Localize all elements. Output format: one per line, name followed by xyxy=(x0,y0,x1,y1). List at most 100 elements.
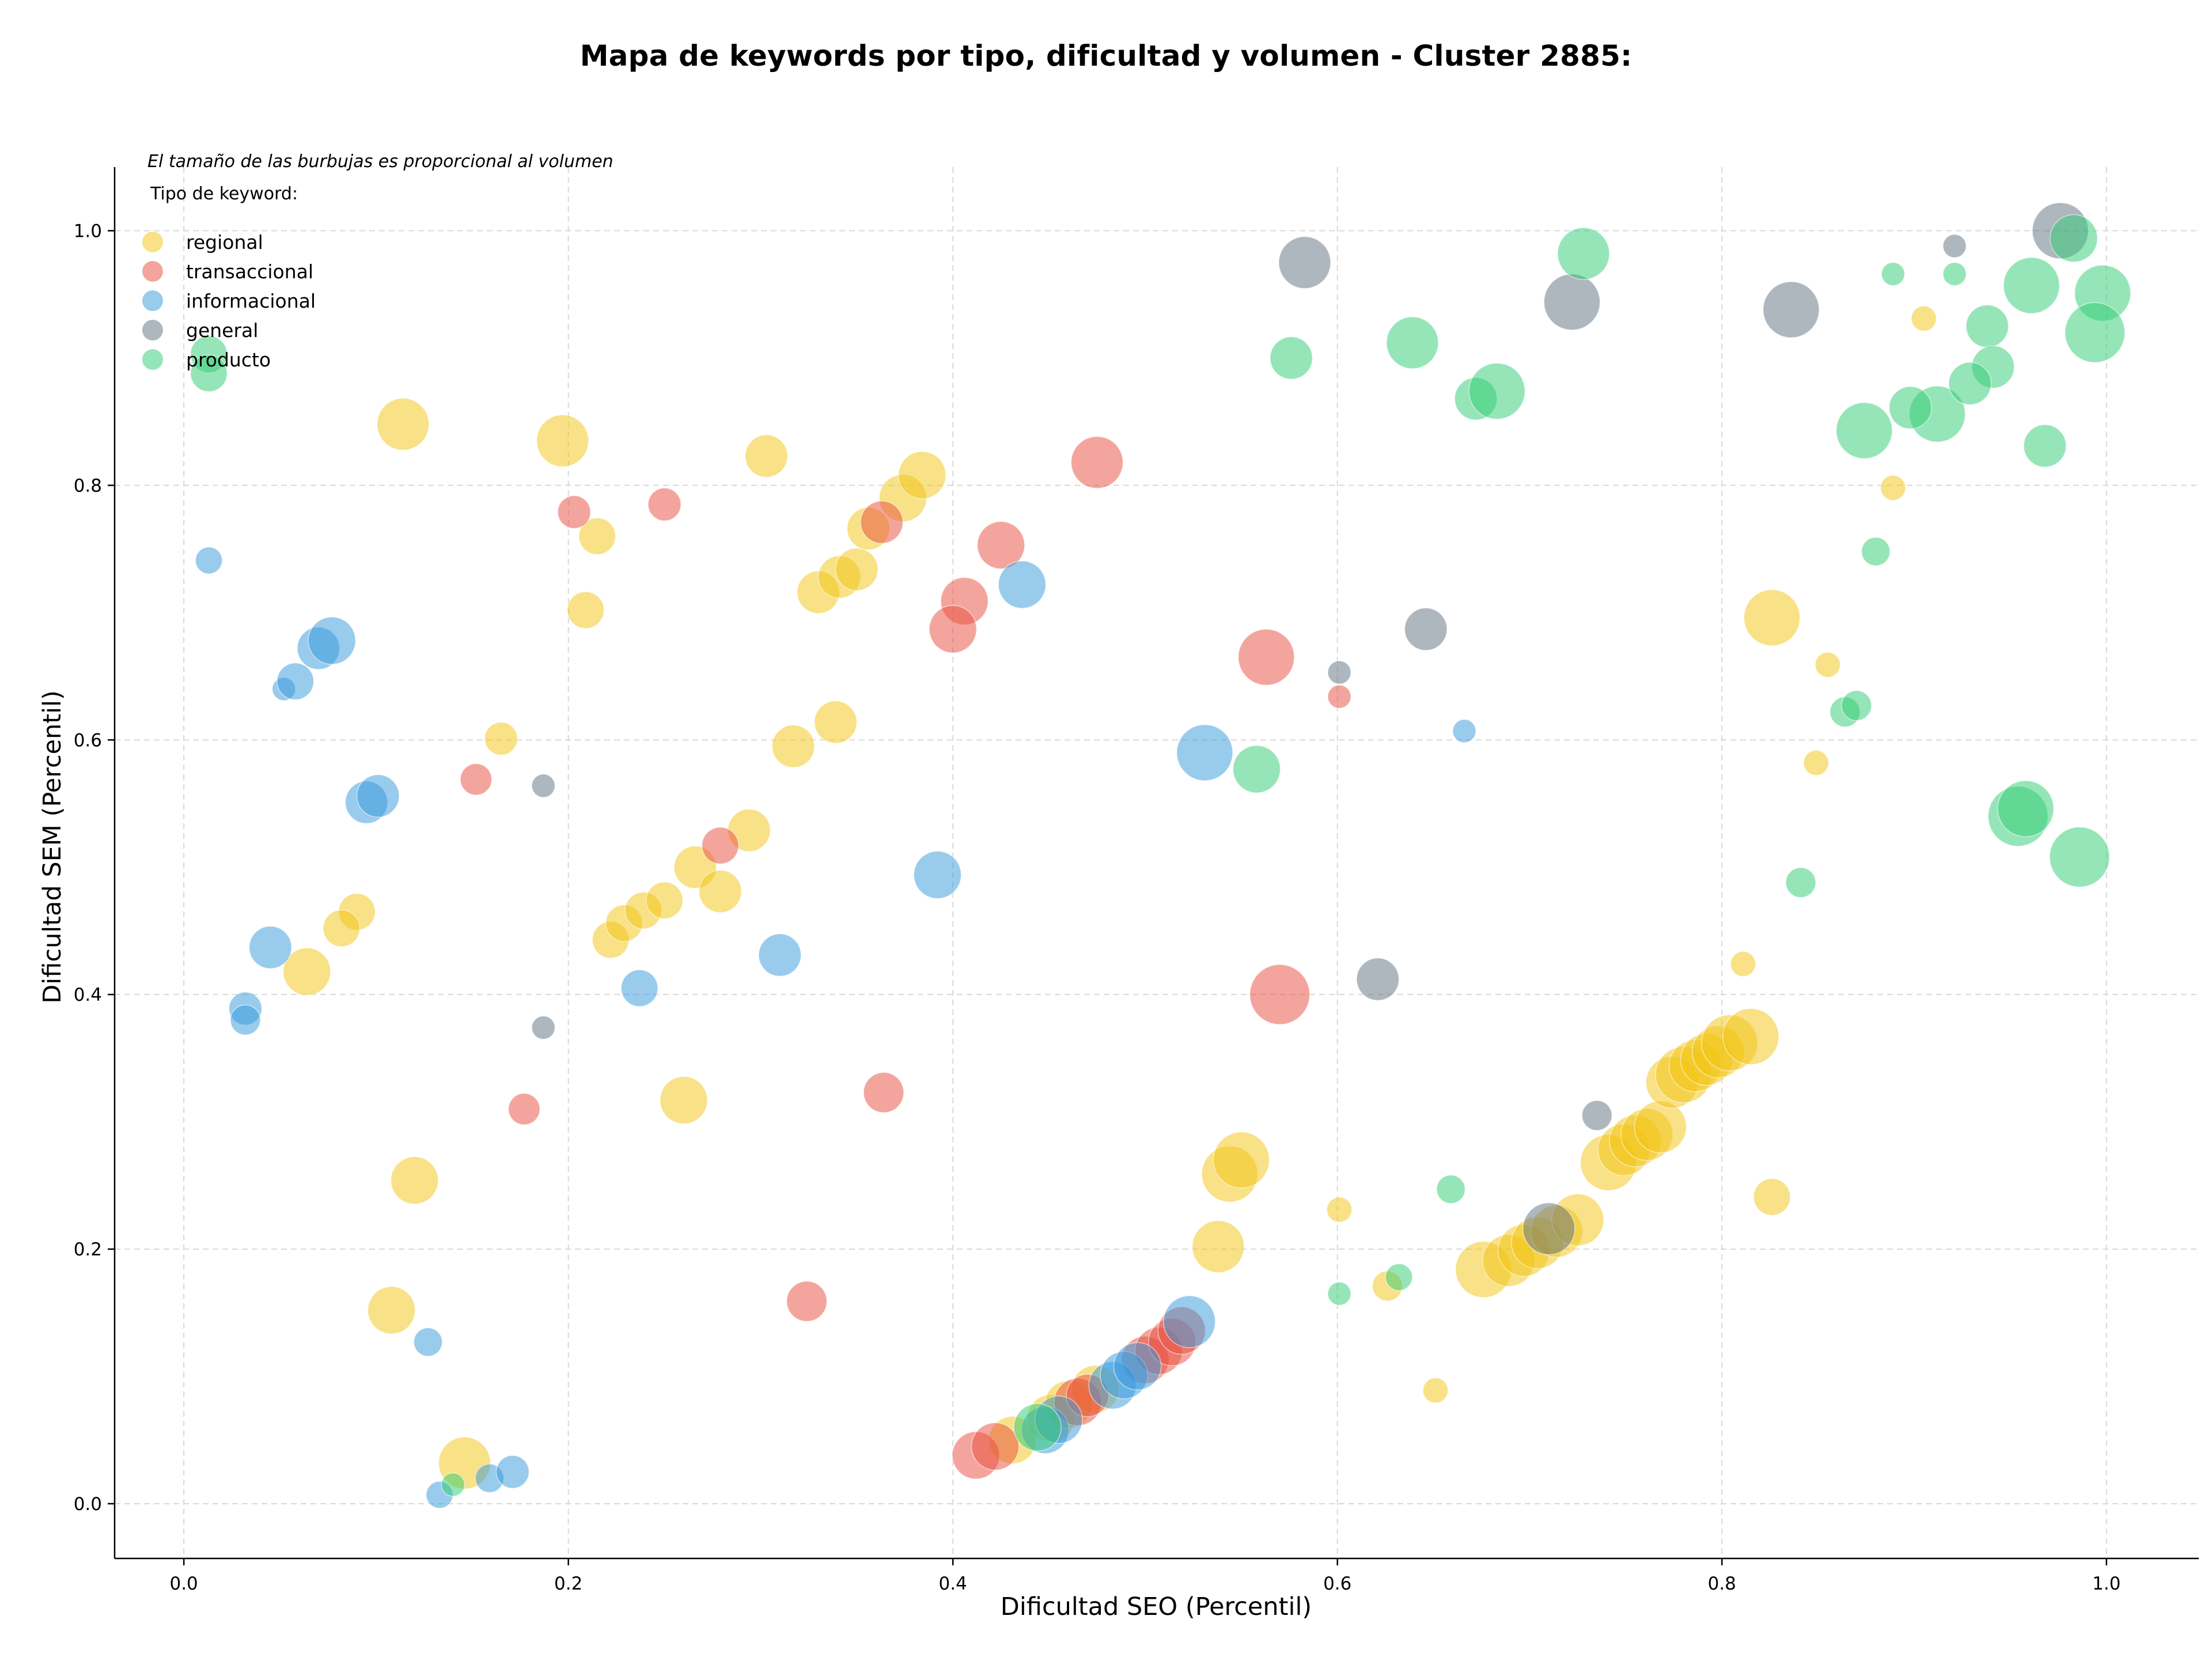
bubble-producto xyxy=(2065,302,2126,363)
y-tick-label: 0.6 xyxy=(74,730,102,751)
bubble-producto xyxy=(2050,214,2098,263)
bubble-producto xyxy=(1785,867,1816,898)
bubble-regional xyxy=(567,591,605,629)
bubble-producto xyxy=(1835,402,1893,459)
bubble-producto xyxy=(1468,362,1526,420)
bubble-informacional xyxy=(495,1455,530,1489)
bubble-transaccional xyxy=(1327,684,1351,709)
bubble-regional xyxy=(390,1156,439,1205)
bubble-producto xyxy=(1232,745,1281,793)
bubble-regional xyxy=(1880,475,1906,501)
bubble-producto xyxy=(1327,1281,1351,1306)
bubble-regional xyxy=(1911,305,1937,332)
bubble-producto xyxy=(1948,362,1992,406)
legend-label-producto: producto xyxy=(186,349,271,371)
legend-marker-informacional xyxy=(142,290,163,311)
legend-marker-transaccional xyxy=(142,261,163,282)
bubble-regional xyxy=(1422,1377,1449,1403)
axes xyxy=(113,167,2199,1560)
bubble-regional xyxy=(771,724,815,768)
bubble-producto xyxy=(2003,257,2061,314)
bubble-informacional xyxy=(356,774,400,818)
bubble-transaccional xyxy=(786,1281,828,1322)
bubbles-layer xyxy=(190,202,2131,1509)
chart-title: Mapa de keywords por tipo, dificultad y … xyxy=(579,39,1633,73)
bubble-regional xyxy=(1753,1178,1791,1216)
series-transaccional xyxy=(460,436,1351,1480)
bubble-transaccional xyxy=(557,495,591,529)
bubble-informacional xyxy=(308,616,357,665)
bubble-transaccional xyxy=(460,763,493,796)
bubble-regional xyxy=(660,1076,708,1125)
x-tick-label: 0.0 xyxy=(169,1573,198,1594)
bubble-transaccional xyxy=(976,521,1025,570)
bubble-regional xyxy=(1730,951,1756,977)
bubble-producto xyxy=(1997,780,2055,837)
bubble-regional xyxy=(1326,1197,1353,1223)
bubble-producto xyxy=(441,1472,465,1497)
bubble-regional xyxy=(1192,1220,1245,1273)
bubble-informacional xyxy=(248,925,292,969)
bubble-transaccional xyxy=(971,1422,1020,1471)
bubble-regional xyxy=(578,517,616,555)
bubble-general xyxy=(1356,958,1400,1001)
bubble-producto xyxy=(1942,262,1967,286)
legend-marker-producto xyxy=(142,349,163,370)
bubble-general xyxy=(1522,1202,1575,1255)
y-axis-label: Dificultad SEM (Percentil) xyxy=(38,690,67,1004)
bubble-transaccional xyxy=(647,487,681,521)
bubble-regional xyxy=(1634,1100,1687,1153)
bubble-informacional xyxy=(620,969,658,1007)
bubble-transaccional xyxy=(701,827,739,865)
bubble-producto xyxy=(1888,386,1932,430)
bubble-transaccional xyxy=(863,1072,904,1113)
x-tick-label: 0.8 xyxy=(1708,1573,1736,1594)
bubble-general xyxy=(1404,607,1448,651)
bubble-producto xyxy=(1270,336,1313,380)
legend-label-regional: regional xyxy=(186,231,263,253)
y-tick-label: 1.0 xyxy=(74,221,102,241)
bubble-transaccional xyxy=(929,605,978,653)
bubble-regional xyxy=(1815,652,1841,678)
bubble-regional xyxy=(835,547,878,591)
bubble-regional xyxy=(645,881,684,920)
bubble-regional xyxy=(897,451,946,500)
bubble-regional xyxy=(536,414,589,467)
y-tick-label: 0.4 xyxy=(74,985,102,1005)
bubble-general xyxy=(1543,273,1601,331)
legend-label-informacional: informacional xyxy=(186,290,316,312)
bubble-transaccional xyxy=(1237,629,1295,686)
bubble-informacional xyxy=(1176,724,1233,781)
bubble-transaccional xyxy=(1249,964,1310,1025)
bubble-general xyxy=(1763,281,1820,338)
x-tick-label: 0.4 xyxy=(939,1573,967,1594)
x-tick-label: 0.6 xyxy=(1323,1573,1351,1594)
bubble-producto xyxy=(1386,316,1439,369)
bubble-informacional xyxy=(1452,718,1476,743)
bubble-informacional xyxy=(230,1004,261,1036)
bubble-regional xyxy=(744,434,788,478)
bubble-producto xyxy=(190,354,228,392)
bubble-producto xyxy=(1861,536,1891,566)
bubble-informacional xyxy=(1113,1342,1162,1391)
x-axis-label: Dificultad SEO (Percentil) xyxy=(1001,1592,1312,1621)
bubble-regional xyxy=(1213,1132,1270,1189)
bubble-informacional xyxy=(413,1327,443,1357)
x-tick-label: 0.2 xyxy=(554,1573,582,1594)
bubble-general xyxy=(1942,234,1967,258)
bubble-general xyxy=(531,773,556,798)
bubble-general xyxy=(1278,236,1331,289)
bubble-regional xyxy=(814,700,858,744)
series-informacional xyxy=(195,546,1476,1509)
bubble-informacional xyxy=(276,663,315,701)
legend-marker-regional xyxy=(142,232,163,252)
x-tick-label: 1.0 xyxy=(2092,1573,2120,1594)
series-general xyxy=(531,202,2089,1255)
bubble-size-note: El tamaño de las burbujas es proporciona… xyxy=(147,152,613,172)
bubble-producto xyxy=(1841,690,1872,721)
bubble-producto xyxy=(1557,227,1610,281)
bubble-transaccional xyxy=(860,500,904,544)
legend-title: Tipo de keyword: xyxy=(150,184,298,204)
bubble-regional xyxy=(1743,589,1801,646)
